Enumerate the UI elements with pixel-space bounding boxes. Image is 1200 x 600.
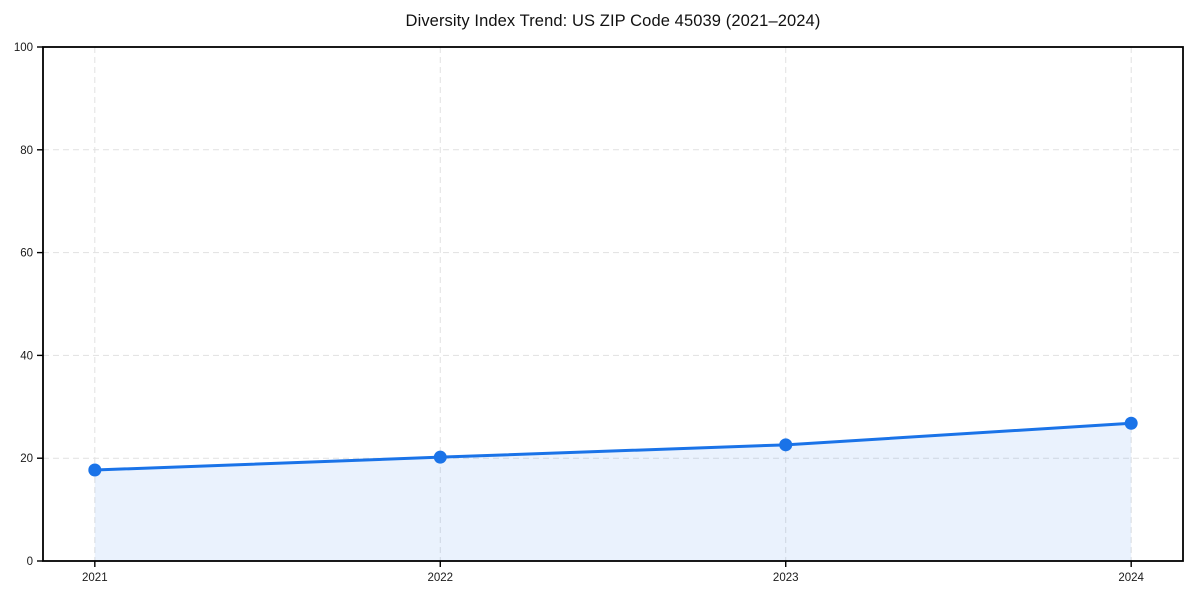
data-point-marker (779, 438, 793, 452)
y-tick-label: 0 (27, 556, 33, 568)
area-fill (94, 423, 1132, 561)
plot-border (42, 46, 1184, 562)
y-tick-label: 20 (20, 453, 33, 465)
x-tick-label: 2021 (82, 572, 108, 584)
y-tick-label: 60 (20, 248, 33, 260)
y-tick-label: 40 (20, 350, 33, 362)
data-point-marker (433, 450, 447, 464)
y-tick-label: 80 (20, 145, 33, 157)
trend-line (93, 421, 1133, 472)
x-tick-label: 2022 (427, 572, 453, 584)
data-point-marker (88, 463, 102, 477)
chart-title: Diversity Index Trend: US ZIP Code 45039… (405, 12, 821, 30)
x-tick-label: 2023 (773, 572, 799, 584)
data-point-marker (1124, 416, 1138, 430)
x-tick-label: 2024 (1118, 572, 1144, 584)
y-tick-label: 100 (14, 42, 33, 54)
